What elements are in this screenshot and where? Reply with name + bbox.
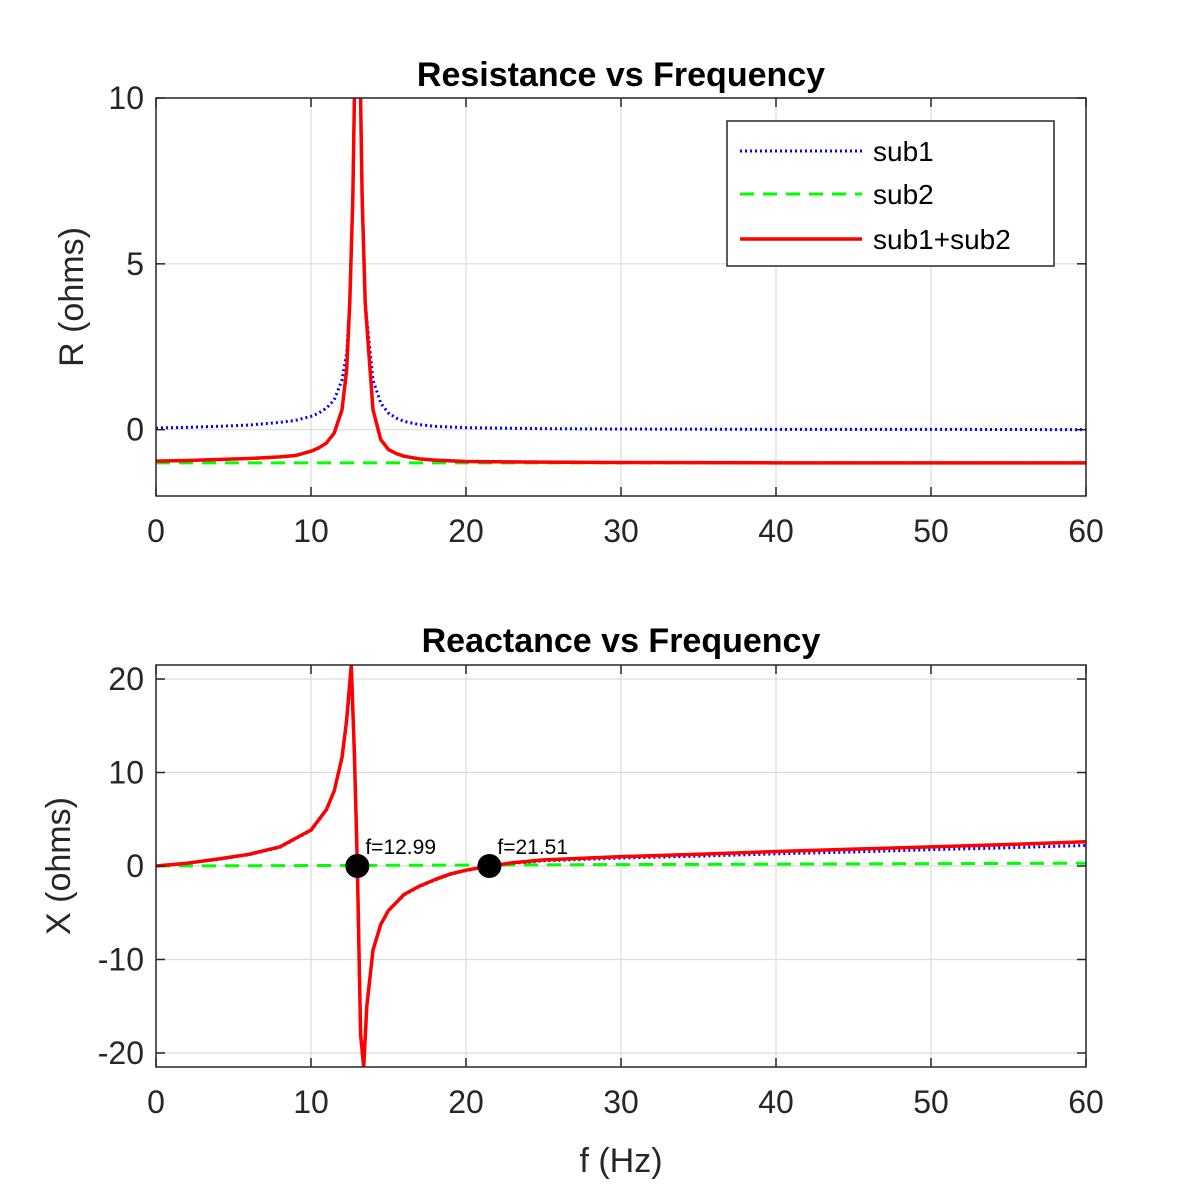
legend-label-sub2: sub2: [873, 179, 934, 210]
resistance-x-tick-label: 40: [758, 513, 794, 549]
reactance-y-axis-label: X (ohms): [40, 797, 78, 935]
resistance-series-sub1: [156, 98, 1086, 432]
resistance-chart-title: Resistance vs Frequency: [417, 56, 825, 94]
reactance-x-tick-label: 30: [603, 1084, 639, 1120]
reactance-y-tick-label: 20: [108, 661, 144, 697]
reactance-x-tick-label: 50: [913, 1084, 949, 1120]
reactance-ticks: 0 10 20 30 40 50 60 -20 -10 0 10 20: [98, 661, 1104, 1120]
legend-label-sub1: sub1: [873, 136, 934, 167]
resistance-series-sub1-plus-sub2: [156, 98, 1086, 465]
legend-box: [726, 120, 1055, 267]
resistance-x-tick-label: 10: [293, 513, 329, 549]
resistance-x-tick-label: 0: [147, 513, 165, 549]
reactance-grid: [155, 665, 1087, 1067]
legend-label-sub1-plus-sub2: sub1+sub2: [873, 224, 1011, 255]
resistance-y-tick-label: 0: [126, 412, 144, 448]
reactance-x-axis-label: f (Hz): [579, 1142, 662, 1180]
legend: sub1 sub2 sub1+sub2: [726, 120, 1055, 267]
resistance-x-tick-label: 60: [1068, 513, 1104, 549]
resistance-y-tick-label: 10: [108, 80, 144, 116]
reactance-x-tick-label: 60: [1068, 1084, 1104, 1120]
resistance-plot: 0 10 20 30 40 50 60 0 5 10 Resistance vs Frequenc…: [53, 56, 1104, 549]
marker-label: f=12.99: [365, 836, 436, 859]
reactance-series-sub2: [156, 861, 1086, 868]
reactance-x-tick-label: 10: [293, 1084, 329, 1120]
reactance-series-sub1-plus-sub2: [156, 665, 1086, 1067]
reactance-series-group: [156, 665, 1086, 1067]
reactance-x-tick-label: 0: [147, 1084, 165, 1120]
reactance-y-tick-label: 0: [126, 848, 144, 884]
reactance-plot: f=12.99 f=21.51 0 10 20 30 40 50 60-20-1001020 …: [40, 622, 1104, 1180]
reactance-y-tick-label: 10: [108, 755, 144, 791]
reactance-y-tick-label: -20: [98, 1035, 144, 1071]
resistance-x-tick-label: 50: [913, 513, 949, 549]
reactance-y-tick-label: -10: [98, 941, 144, 977]
resistance-ticks: 0 10 20 30 40 50 60 0 5 10: [108, 80, 1103, 549]
resistance-x-tick-label: 20: [448, 513, 484, 549]
marker-label: f=21.51: [497, 836, 568, 859]
reactance-markers-group: f=12.99 f=21.51: [345, 836, 568, 878]
resistance-x-tick-label: 30: [603, 513, 639, 549]
resistance-series-group: [156, 98, 1086, 465]
reactance-chart-title: Reactance vs Frequency: [422, 622, 821, 660]
marker-point: [477, 854, 502, 878]
reactance-x-tick-label: 20: [448, 1084, 484, 1120]
reactance-x-tick-label: 40: [758, 1084, 794, 1120]
resistance-y-tick-label: 5: [126, 246, 144, 282]
marker-point: [345, 854, 370, 878]
resistance-y-axis-label: R (ohms): [53, 227, 91, 367]
